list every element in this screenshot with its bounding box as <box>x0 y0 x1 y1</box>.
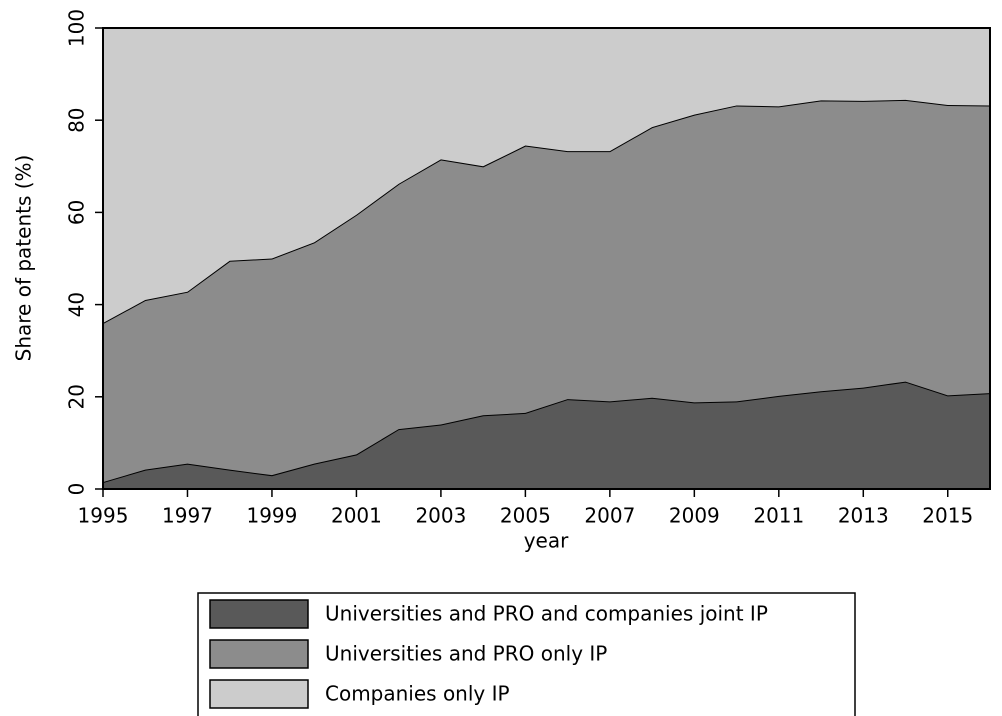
plot-frame <box>102 27 991 490</box>
area <box>103 28 990 324</box>
x-tick-label: 2005 <box>500 504 551 528</box>
y-tick-label: 80 <box>65 107 89 132</box>
legend-label: Companies only IP <box>325 682 510 706</box>
legend-swatch <box>209 639 309 669</box>
x-tick-label: 2007 <box>584 504 635 528</box>
x-tick-label: 1997 <box>162 504 213 528</box>
y-tick-label: 100 <box>65 9 89 47</box>
y-tick-label: 0 <box>65 483 89 496</box>
legend-swatch <box>209 679 309 709</box>
y-tick-label: 60 <box>65 200 89 225</box>
legend-swatch <box>209 599 309 629</box>
y-axis-label: Share of patents (%) <box>12 155 36 362</box>
x-tick-label: 2013 <box>838 504 889 528</box>
y-tick-label: 20 <box>65 384 89 409</box>
x-tick-label: 2011 <box>753 504 804 528</box>
area <box>103 99 990 483</box>
x-tick-label: 1999 <box>246 504 297 528</box>
x-tick-label: 2003 <box>415 504 466 528</box>
x-tick-label: 2001 <box>331 504 382 528</box>
x-tick-label: 2015 <box>922 504 973 528</box>
x-axis-label: year <box>524 529 569 553</box>
x-tick-label: 2009 <box>669 504 720 528</box>
legend-label: Universities and PRO only IP <box>325 642 607 666</box>
legend-label: Universities and PRO and companies joint… <box>325 602 768 626</box>
x-tick-label: 1995 <box>78 504 129 528</box>
y-tick-label: 40 <box>65 292 89 317</box>
